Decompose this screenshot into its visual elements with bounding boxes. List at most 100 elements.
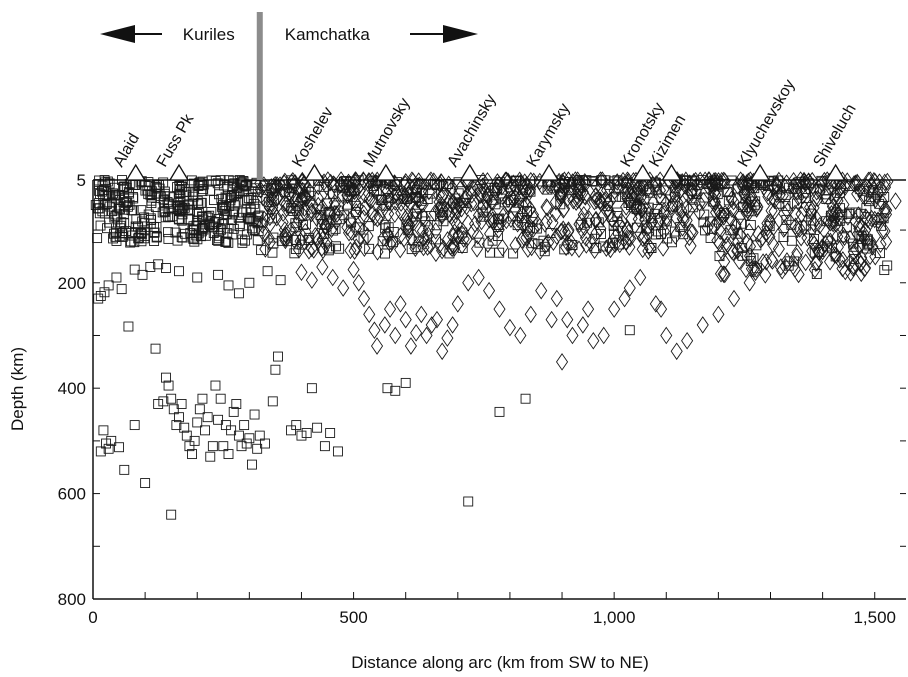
event-diamond-marker xyxy=(425,316,438,334)
dense-event-marker xyxy=(717,171,730,190)
event-diamond-marker xyxy=(347,260,360,279)
dense-event-marker xyxy=(809,254,822,273)
dense-event-marker xyxy=(713,234,726,253)
volcano-label: Avachinsky xyxy=(445,92,500,170)
dense-event-marker xyxy=(627,184,640,202)
dense-event-marker xyxy=(562,222,575,241)
dense-event-marker xyxy=(858,260,871,278)
dense-event-marker xyxy=(517,197,530,215)
dense-seismicity-band xyxy=(90,171,894,284)
dense-event-marker xyxy=(149,227,160,238)
dense-event-marker xyxy=(532,239,543,250)
dense-event-marker xyxy=(717,265,730,283)
dense-event-marker xyxy=(490,199,501,210)
volcano-triangle-icon xyxy=(825,163,846,181)
dense-event-marker xyxy=(110,182,120,193)
event-diamond-marker xyxy=(503,318,516,337)
event-square-marker xyxy=(220,420,231,431)
event-square-marker xyxy=(187,449,197,460)
volcano-label: Koshelev xyxy=(289,104,337,170)
dense-event-marker xyxy=(858,185,869,196)
dense-event-marker xyxy=(364,243,375,254)
event-square-marker xyxy=(123,321,134,332)
dense-event-marker xyxy=(319,235,333,254)
dense-event-marker xyxy=(446,179,459,197)
dense-event-marker xyxy=(670,209,683,227)
event-square-marker xyxy=(463,496,474,507)
event-diamond-marker xyxy=(649,295,662,313)
event-square-marker xyxy=(111,272,122,283)
event-square-marker xyxy=(223,280,234,291)
dense-event-marker xyxy=(643,202,654,213)
dense-event-marker xyxy=(819,235,832,253)
dense-event-marker xyxy=(760,253,773,271)
dense-event-marker xyxy=(839,262,852,281)
dense-event-marker xyxy=(472,206,486,225)
volcano-label: Shiveluch xyxy=(810,101,859,170)
dense-event-marker xyxy=(414,220,427,239)
dense-event-marker xyxy=(497,207,510,225)
dense-event-marker xyxy=(806,233,819,251)
dense-event-marker xyxy=(420,216,431,227)
dense-event-marker xyxy=(811,269,822,279)
dense-event-marker xyxy=(352,230,365,248)
dense-event-marker xyxy=(703,171,716,190)
dense-event-marker xyxy=(708,193,721,211)
dense-event-marker xyxy=(448,239,461,257)
dense-event-marker xyxy=(780,252,794,270)
event-diamond-marker xyxy=(524,305,537,324)
dense-event-marker xyxy=(882,260,893,271)
dense-event-marker xyxy=(334,243,345,254)
dense-event-marker xyxy=(461,187,474,205)
dense-event-marker xyxy=(136,236,147,247)
dense-event-marker xyxy=(174,206,185,217)
dense-event-marker xyxy=(657,222,671,240)
dense-event-marker xyxy=(221,209,232,220)
dense-event-marker xyxy=(683,228,696,247)
dense-event-marker xyxy=(145,218,156,229)
dense-event-marker xyxy=(294,232,307,250)
dense-event-marker xyxy=(345,223,358,241)
dense-event-marker xyxy=(163,227,173,238)
dense-event-marker xyxy=(850,207,861,218)
event-square-marker xyxy=(830,251,841,262)
event-diamond-marker xyxy=(608,300,621,318)
dense-event-marker xyxy=(580,236,593,254)
event-square-marker xyxy=(205,451,216,462)
dense-event-marker xyxy=(631,180,644,198)
dense-event-marker xyxy=(380,219,391,230)
event-diamond-marker xyxy=(774,258,787,276)
dense-event-marker xyxy=(478,180,491,199)
dense-event-marker xyxy=(494,247,505,258)
dense-event-marker xyxy=(670,176,684,194)
event-square-marker xyxy=(223,449,234,460)
dense-event-marker xyxy=(406,172,419,190)
dense-event-marker xyxy=(429,222,442,240)
dense-event-marker xyxy=(619,181,632,199)
dense-event-marker xyxy=(296,205,309,224)
event-square-marker xyxy=(249,409,260,420)
dense-event-marker xyxy=(680,211,693,230)
dense-event-marker xyxy=(565,238,578,257)
dense-event-marker xyxy=(588,192,601,211)
dense-event-marker xyxy=(621,220,634,239)
dense-event-marker xyxy=(876,222,889,240)
event-diamond-marker xyxy=(597,326,610,345)
dense-event-marker xyxy=(727,192,740,211)
event-square-marker xyxy=(95,290,106,301)
dense-event-marker xyxy=(653,226,664,237)
dense-event-marker xyxy=(578,172,591,191)
dense-event-marker xyxy=(350,238,363,256)
dense-event-marker xyxy=(789,204,802,223)
dense-event-marker xyxy=(539,236,552,255)
dense-event-marker xyxy=(221,236,231,247)
dense-event-marker xyxy=(481,235,494,253)
dense-event-marker xyxy=(312,196,325,215)
dense-event-marker xyxy=(462,214,475,232)
dense-event-marker xyxy=(858,221,872,240)
event-square-marker xyxy=(286,425,296,436)
volcano-triangle-icon xyxy=(304,163,325,181)
dense-event-marker xyxy=(102,223,112,234)
dense-event-marker xyxy=(872,211,885,230)
dense-event-marker xyxy=(768,191,781,210)
